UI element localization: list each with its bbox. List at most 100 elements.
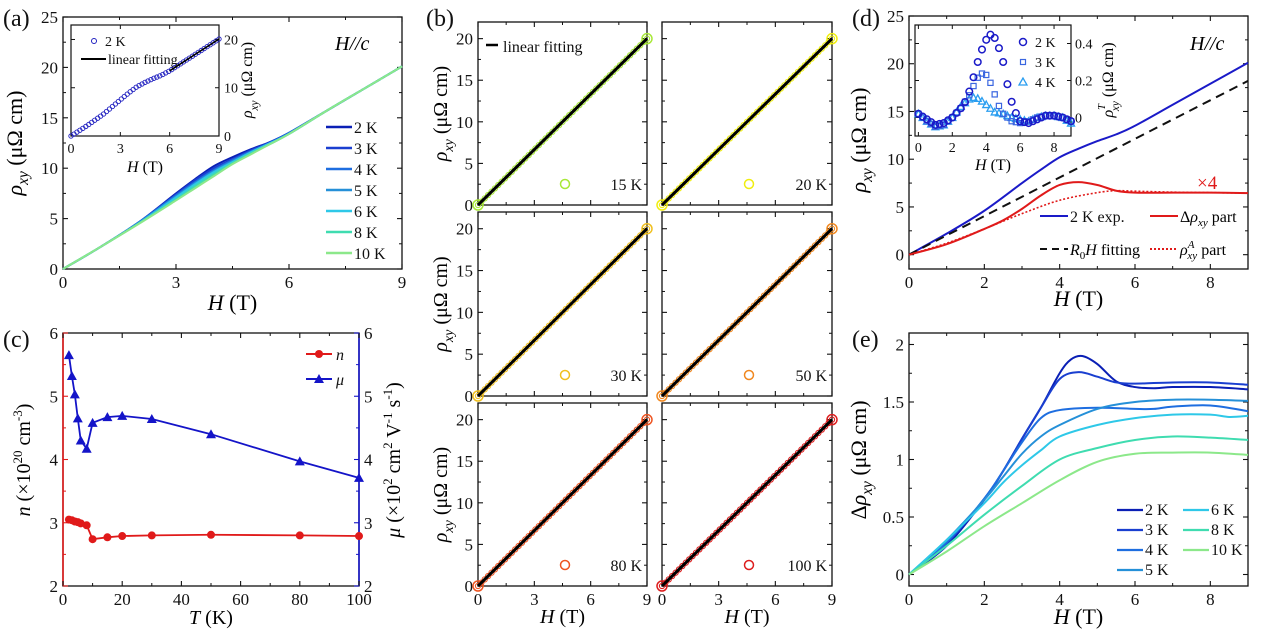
panel-e: 0 2 4 6 8 0 0.5 1 1.5 2 2 K 3 K 4 K 5 K 6 K 8 K 10 K H (T… (846, 332, 1249, 629)
data-point (616, 62, 624, 69)
y-tick-label: 15 (456, 262, 473, 281)
plot-frame (908, 15, 1249, 270)
legend-marker (559, 559, 571, 571)
data-point (716, 526, 723, 533)
axis-title-sub: xy (442, 138, 457, 152)
data-point (675, 566, 683, 573)
legend-label: 80 K (610, 558, 642, 575)
y-tick-label: 20 (456, 30, 473, 49)
scale-note-d: ×4 (1197, 173, 1218, 194)
inset-y-tick-label: 0.2 (1075, 75, 1093, 90)
y-tick-label: 4 (50, 451, 59, 470)
data-point-end (641, 413, 653, 426)
axis-title-units: cm (383, 448, 405, 478)
series-line-mu (68, 355, 360, 479)
data-point-n (82, 521, 91, 530)
inset-data-point-2K (965, 87, 974, 96)
data-point (542, 135, 549, 142)
data-point (689, 362, 696, 370)
x-tick-label: 6 (771, 590, 780, 609)
series-line-solid (908, 61, 1249, 256)
axis-title-units: (T) (1070, 604, 1104, 629)
data-point (593, 466, 600, 473)
data-point (713, 529, 720, 536)
data-point (801, 252, 808, 259)
x-axis-title: H (T) (539, 606, 585, 628)
data-point (579, 98, 586, 106)
data-point (549, 128, 556, 135)
inset-data-point (154, 74, 160, 80)
data-point (828, 416, 836, 423)
axis-title-sup: T (1097, 103, 1108, 110)
data-point (747, 305, 754, 313)
legend-label: 15 K (610, 177, 642, 194)
data-point (750, 302, 757, 309)
data-point (825, 419, 832, 427)
data-point (716, 145, 723, 152)
legend-label-part: part (1208, 209, 1237, 226)
data-point (658, 201, 666, 209)
data-point-end (656, 580, 668, 592)
series-line-10K (62, 65, 403, 270)
legend-label: R0H fitting (1069, 242, 1140, 262)
legend-label: 3 K (1145, 522, 1169, 539)
inset-data-point-3K (1004, 114, 1011, 121)
data-point (737, 315, 744, 323)
legend-label: 3 K (354, 141, 378, 158)
data-point (798, 65, 805, 72)
data-point (781, 272, 788, 279)
inset-data-point-2K (1037, 113, 1046, 122)
data-point (754, 108, 761, 115)
data-point (505, 362, 512, 370)
data-point (808, 436, 815, 443)
data-point (552, 506, 559, 513)
inset-data-point-2K (1011, 109, 1020, 118)
data-point (481, 576, 488, 583)
axis-title-units: ) (13, 404, 35, 411)
inset-x-tick-label: 6 (166, 142, 173, 157)
data-point (764, 98, 771, 106)
data-point (545, 512, 553, 520)
data-point (774, 279, 781, 286)
data-point (552, 315, 559, 323)
data-point (689, 552, 696, 560)
axis-title-sub: xy (442, 329, 457, 343)
legend-label: 5 K (354, 183, 378, 200)
data-point (633, 45, 641, 52)
legend-label: 4 K (1145, 542, 1169, 559)
data-point (643, 225, 651, 232)
data-point (586, 92, 593, 99)
data-point (679, 181, 686, 189)
inset-x-tick-label: 8 (1051, 141, 1058, 156)
panel-label-d: (d) (852, 6, 880, 32)
axis-title-units: (μΩ cm) (2, 91, 27, 172)
data-point (515, 161, 522, 169)
y-tick-label: 6 (50, 324, 59, 343)
data-point (542, 325, 549, 333)
y-tick-label: 5 (465, 535, 474, 554)
data-point (562, 496, 570, 503)
data-point (566, 112, 573, 119)
legend-label: 4 K (354, 162, 378, 179)
data-point (777, 466, 785, 473)
data-point (528, 529, 536, 536)
axis-title: ρT xy (μΩ cm) (1097, 42, 1122, 118)
x-tick-label: 0 (474, 590, 483, 609)
legend-label: 5 K (1145, 562, 1169, 579)
data-point (495, 372, 502, 380)
data-point (610, 449, 617, 457)
data-point (512, 356, 519, 363)
data-point (583, 285, 590, 293)
data-point (679, 372, 686, 380)
data-point (737, 125, 744, 132)
data-point (572, 105, 580, 112)
axis-title-sup: 2 (380, 478, 395, 485)
data-point (696, 165, 703, 172)
inset-data-point-2K (1062, 115, 1071, 124)
subplot-30K: 0 5 10 15 20 30 K ρxy (μΩ cm) (430, 211, 653, 406)
data-point (599, 78, 607, 86)
data-point (672, 379, 679, 386)
y2-tick-label: 3 (364, 514, 373, 533)
data-point-n (147, 531, 156, 540)
